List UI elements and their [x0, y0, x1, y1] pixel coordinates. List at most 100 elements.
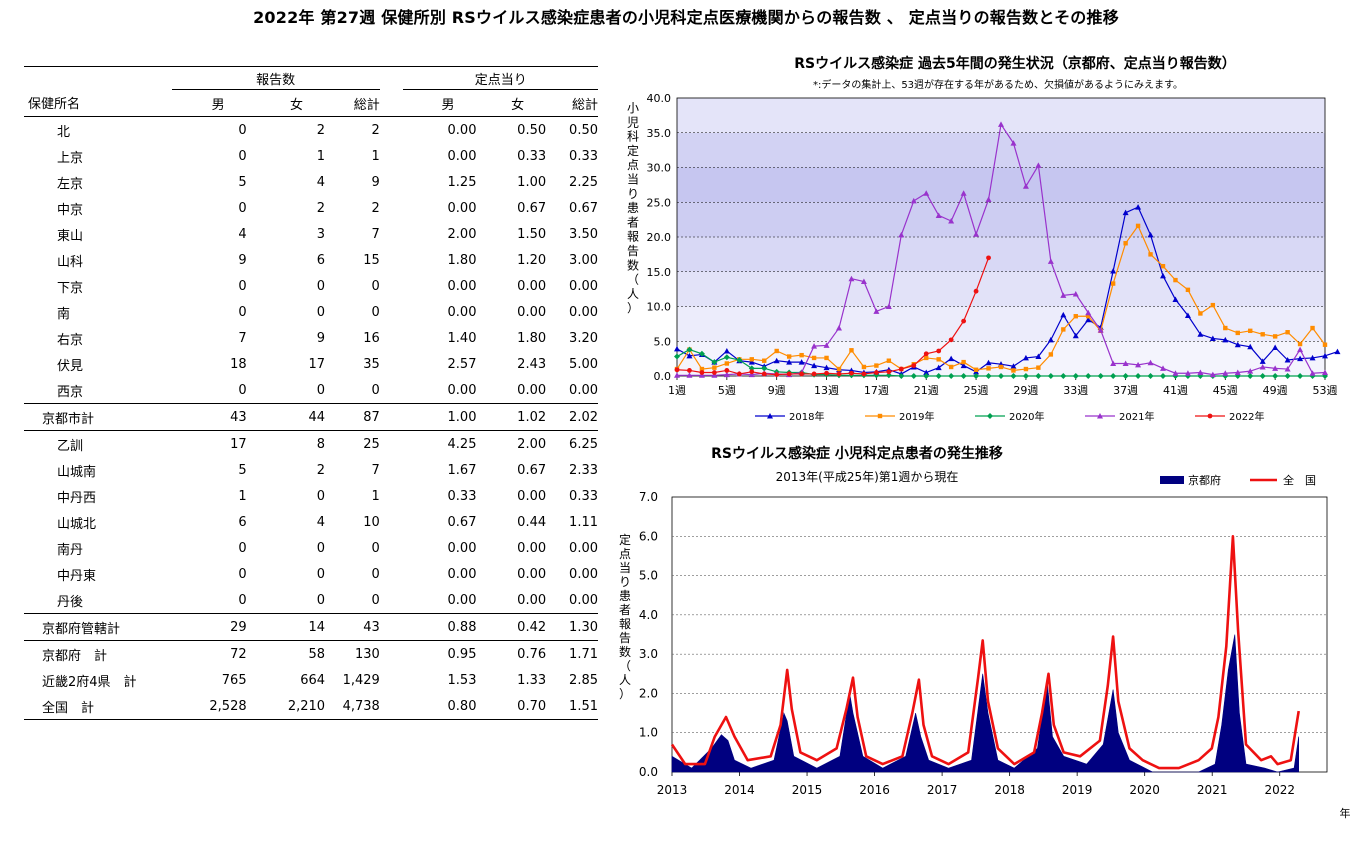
table-row: 丹後 0 0 0 0.00 0.00 0.00 [24, 587, 598, 614]
data-point [786, 354, 792, 359]
cell-value: 9 [238, 252, 247, 268]
y-tick-label: 6.0 [639, 529, 658, 543]
cell-value: 2.57 [447, 356, 477, 372]
cell-value: 4 [316, 514, 326, 530]
row-label: 南丹 [57, 542, 84, 558]
data-point [1035, 353, 1042, 360]
chart1-band [677, 237, 1325, 272]
cell-value: 4 [238, 226, 247, 242]
cell-value: 1.00 [517, 174, 547, 190]
x-tick-label: 2022 [1264, 783, 1295, 797]
y-tick-label: 2.0 [639, 686, 658, 700]
cell-value: 0 [238, 278, 247, 294]
chart1-ylabel-char: 者 [627, 215, 639, 229]
data-point [1022, 183, 1029, 189]
x-tick-label: 29週 [1013, 384, 1038, 397]
table-row: 南 0 0 0 0.00 0.00 0.00 [24, 299, 598, 325]
chart1-band [677, 271, 1325, 307]
series-line-national [670, 535, 1300, 770]
cell-value: 25 [363, 436, 380, 452]
cell-value: 0.67 [517, 200, 547, 216]
cell-value: 0.00 [447, 382, 477, 398]
y-tick-label: 40.0 [647, 92, 672, 105]
cell-value: 2 [371, 200, 380, 216]
data-point [686, 352, 693, 359]
data-point [849, 348, 854, 353]
cell-value: 1 [371, 148, 380, 164]
data-point [1310, 325, 1315, 331]
chart2-ylabel-char: 定 [619, 532, 631, 547]
cell-value: 0.00 [447, 304, 477, 320]
table-row: 京都市計 43 44 87 1.00 1.02 2.02 [24, 403, 598, 431]
data-point [1035, 162, 1042, 168]
cell-value: 4.25 [447, 436, 477, 452]
data-point [712, 365, 717, 370]
data-point [749, 357, 754, 362]
cell-value: 0 [371, 278, 380, 294]
data-point [923, 190, 930, 196]
data-point [960, 190, 967, 196]
x-tick-label: 25週 [964, 384, 989, 397]
x-tick-label: 2019 [1062, 783, 1093, 797]
data-point [1022, 354, 1029, 361]
data-point [1010, 363, 1017, 369]
table-row: 乙訓 17 8 25 4.25 2.00 6.25 [24, 431, 598, 458]
row-label: 京都市計 [24, 403, 172, 431]
data-point [1209, 335, 1216, 341]
data-point [1085, 309, 1092, 316]
data-point [1309, 354, 1316, 361]
data-point [948, 337, 954, 343]
data-point [985, 196, 992, 202]
data-point [1309, 370, 1316, 376]
legend-label: 2018年 [789, 410, 824, 423]
x-tick-label: 2021 [1197, 783, 1228, 797]
table-row: 山城北 6 4 10 0.67 0.44 1.11 [24, 509, 598, 535]
column-header: 総計 [546, 89, 598, 117]
data-point [748, 359, 755, 365]
row-label: 北 [57, 124, 71, 140]
cell-value: 7 [238, 330, 247, 346]
cell-value: 0 [238, 382, 247, 398]
row-label: 中京 [57, 202, 84, 218]
y-tick-label: 1.0 [639, 726, 658, 740]
cell-value: 0.00 [569, 566, 598, 582]
cell-value: 0.80 [403, 693, 477, 720]
row-label: 山城南 [57, 464, 97, 480]
data-point [923, 373, 930, 379]
series-area-kyoto [671, 634, 1299, 773]
data-point [1235, 330, 1240, 336]
cell-value: 1.20 [517, 252, 547, 268]
data-point [1047, 373, 1054, 379]
data-point [1123, 241, 1128, 246]
chart1-ylabel-char: 児 [627, 115, 639, 129]
data-point [1272, 344, 1279, 351]
cell-value: 15 [363, 252, 380, 268]
column-header: 女 [246, 89, 326, 117]
y-tick-label: 7.0 [639, 490, 658, 504]
table-row: 西京 0 0 0 0.00 0.00 0.00 [24, 377, 598, 404]
cell-value: 0.00 [517, 540, 547, 556]
x-tick-label: 49週 [1263, 384, 1288, 397]
chart2-subtitle: 2013年(平成25年)第1週から現在 [776, 470, 959, 484]
data-point [1010, 373, 1017, 379]
cell-value: 10 [363, 514, 380, 530]
cell-value: 2.00 [517, 436, 547, 452]
chart1-ylabel-char: （ [627, 273, 639, 287]
data-point [961, 359, 966, 365]
cell-value: 0.76 [517, 646, 547, 662]
cell-gap [380, 667, 404, 693]
column-header: 男 [403, 89, 477, 117]
data-point [948, 218, 955, 224]
x-tick-label: 5週 [718, 384, 736, 397]
data-point [1272, 373, 1279, 379]
table-row: 伏見 18 17 35 2.57 2.43 5.00 [24, 351, 598, 377]
column-header: 男 [171, 89, 247, 117]
data-point [973, 373, 980, 379]
cell-value: 0.00 [569, 382, 598, 398]
cell-value: 0.00 [569, 592, 598, 608]
data-point [960, 362, 967, 369]
cell-gap [380, 587, 404, 614]
data-point [1322, 342, 1328, 347]
data-point [687, 368, 692, 373]
data-point [885, 372, 892, 379]
